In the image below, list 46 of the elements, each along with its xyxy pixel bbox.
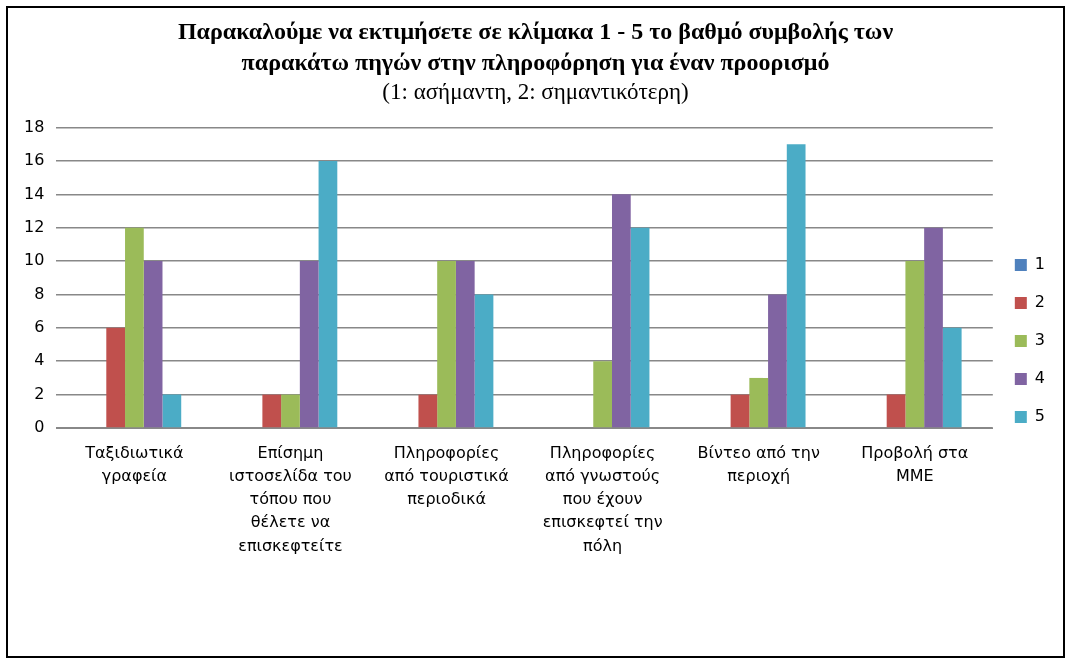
bar (418, 394, 438, 428)
bar (886, 394, 906, 428)
x-tick-label: Βίντεο από την περιοχή (697, 442, 820, 485)
bar (749, 377, 769, 428)
x-tick-label: Ταξιδιωτικά γραφεία (84, 442, 184, 485)
bar (905, 261, 925, 428)
bar (318, 160, 338, 428)
x-tick-label: Προβολή στα ΜΜΕ (861, 442, 969, 485)
bar (281, 394, 300, 428)
bar (125, 227, 144, 428)
y-tick-label: 12 (24, 216, 45, 236)
bar (730, 394, 750, 428)
legend-label: 4 (1034, 368, 1046, 388)
y-tick-label: 0 (34, 417, 45, 437)
bar (262, 394, 282, 428)
y-tick-label: 2 (34, 383, 45, 403)
bar (299, 261, 319, 428)
chart-subtitle: (1: ασήμαντη, 2: σημαντικότερη) (381, 78, 690, 106)
bar (106, 327, 126, 428)
y-tick-label: 8 (34, 283, 45, 303)
legend-label: 5 (1034, 406, 1046, 426)
x-tick-label: Επίσημη ιστοσελίδα του τόπου που θέλετε να επισκεφτείτε (229, 442, 352, 555)
bar (630, 227, 650, 428)
y-tick-label: 4 (34, 350, 45, 370)
legend-label: 2 (1034, 292, 1046, 312)
bar (786, 144, 806, 428)
bar (593, 361, 612, 428)
y-tick-label: 18 (24, 116, 45, 136)
x-tick-label: Πληροφορίες από τουριστικά περιοδικά (384, 442, 509, 509)
y-tick-label: 10 (24, 250, 45, 270)
bar (474, 294, 494, 428)
bar (924, 227, 943, 428)
legend-label: 3 (1034, 330, 1046, 350)
bar (942, 327, 962, 428)
y-tick-label: 14 (24, 183, 45, 203)
bar (143, 261, 163, 428)
bar (768, 294, 787, 428)
x-tick-label: Πληροφορίες από γνωστούς που έχουν επισκεφτεί την πόλη (542, 442, 663, 555)
bar (611, 194, 631, 428)
bar (455, 261, 475, 428)
y-tick-label: 16 (24, 150, 45, 170)
bar (162, 394, 182, 428)
legend-label: 1 (1034, 254, 1046, 274)
y-tick-label: 6 (34, 317, 45, 337)
chart-title: Παρακαλούμε να εκτιμήσετε σε κλίμακα 1 - 5 το βαθμό συμβολής των παρακάτω πηγών στην πληροφόρηση για έναν προορισμό (176, 17, 895, 77)
bar (437, 261, 456, 428)
